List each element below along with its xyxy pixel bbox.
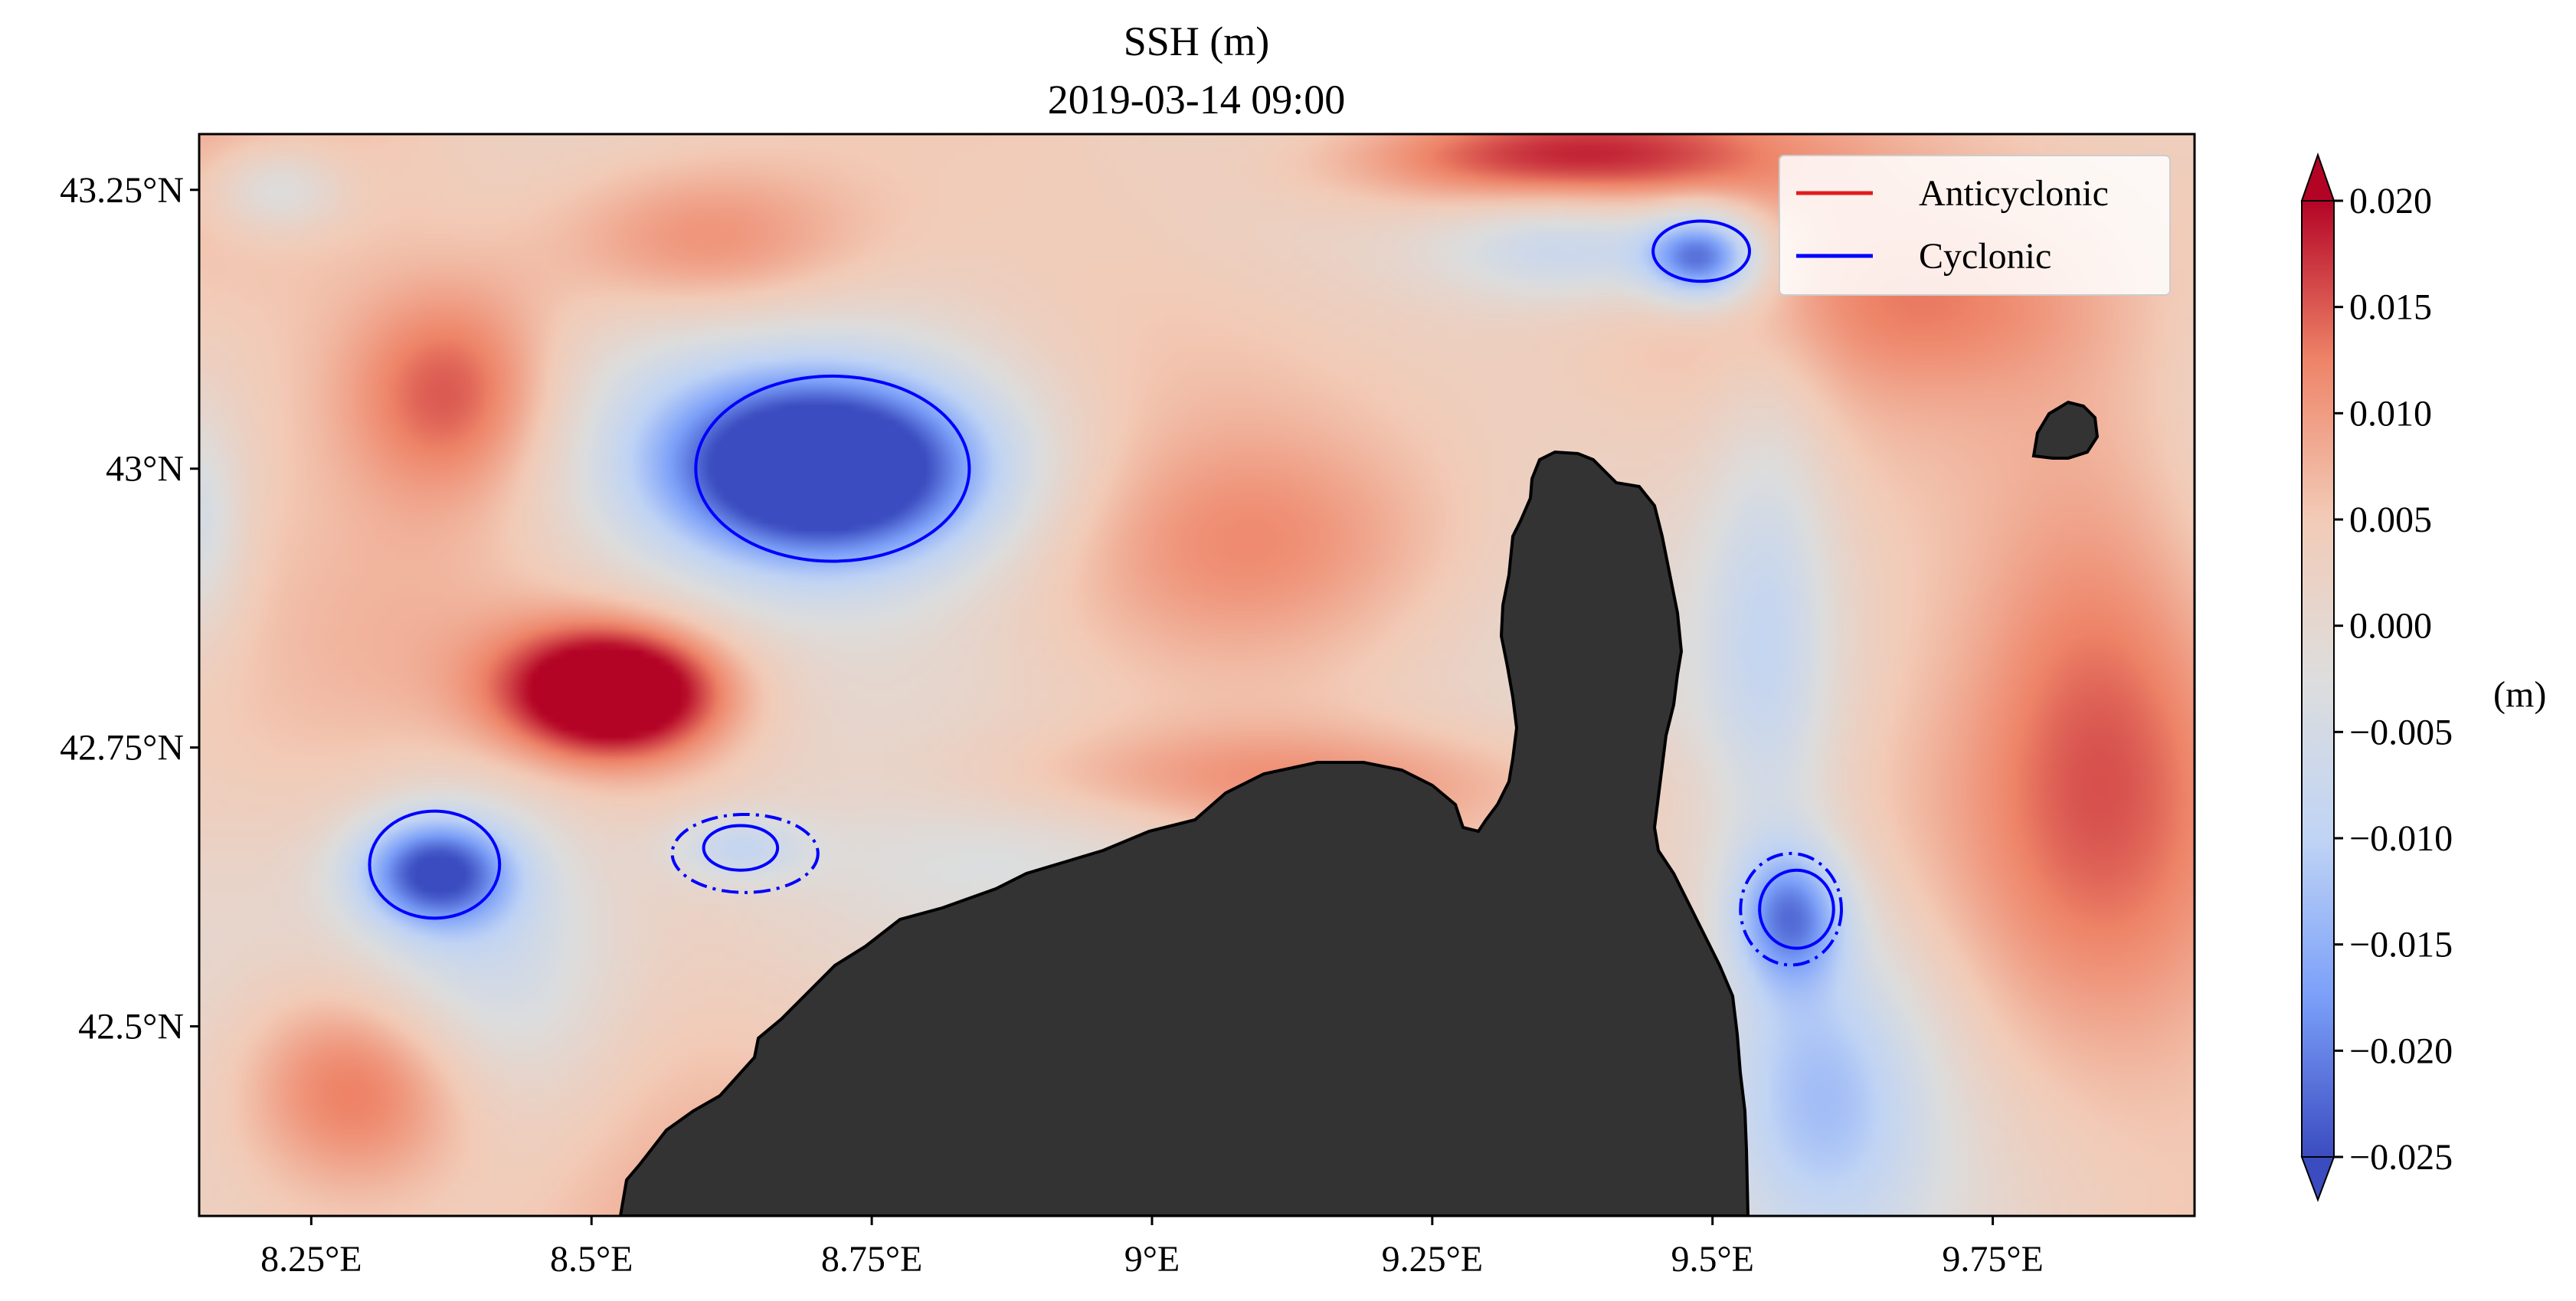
x-tick-label: 8.5°E (550, 1239, 633, 1280)
colorbar-tick-label: −0.015 (2349, 925, 2453, 965)
colorbar-tick-label: 0.005 (2349, 500, 2432, 540)
colorbar-tick-label: −0.020 (2349, 1031, 2453, 1071)
land-mass (618, 400, 2100, 1216)
legend-box (1779, 155, 2171, 296)
eddy-contour (368, 809, 502, 920)
chart-title: SSH (m) (1124, 18, 1270, 64)
capraia-island (2031, 400, 2100, 460)
colorbar-label: (m) (2493, 674, 2546, 715)
x-tick-label: 8.25°E (260, 1239, 362, 1280)
x-tick-label: 9.5°E (1671, 1239, 1754, 1280)
colorbar-tick-label: −0.010 (2349, 818, 2453, 859)
y-tick-label: 42.75°N (60, 728, 184, 768)
legend: Anticyclonic Cyclonic (1779, 155, 2171, 296)
colorbar-tick-label: 0.010 (2349, 393, 2432, 434)
colorbar-extend-max (2300, 152, 2335, 202)
colorbar-fill (2301, 200, 2335, 1158)
y-tick-label: 43.25°N (60, 170, 184, 211)
colorbar-tick-label: 0.000 (2349, 606, 2432, 647)
y-tick-label: 42.5°N (78, 1007, 184, 1047)
colorbar: 0.020 0.015 0.010 0.005 0.000 −0.005 −0.010 −0.… (2300, 152, 2546, 1202)
y-axis: 43.25°N 43°N 42.75°N 42.5°N (60, 170, 199, 1047)
legend-cyclonic-label: Cyclonic (1919, 236, 2051, 277)
eddy-outer-contour (670, 812, 820, 894)
colorbar-tick-label: −0.025 (2349, 1137, 2453, 1178)
eddy-contour (1651, 219, 1751, 283)
corsica-land (618, 450, 1750, 1216)
eddy-contours (368, 219, 1844, 967)
map-area (199, 134, 2195, 1216)
eddy-outer-contour (1739, 851, 1844, 967)
colorbar-tick-label: −0.005 (2349, 712, 2453, 752)
x-axis: 8.25°E 8.5°E 8.75°E 9°E 9.25°E 9.5°E 9.75°E (260, 1216, 2044, 1280)
x-tick-label: 9°E (1124, 1239, 1180, 1280)
eddy-contour (694, 374, 971, 563)
legend-anticyclonic-label: Anticyclonic (1919, 173, 2109, 214)
map-frame (198, 133, 2196, 1217)
x-tick-label: 9.25°E (1382, 1239, 1484, 1280)
colorbar-tick-label: 0.015 (2349, 287, 2432, 328)
chart-subtitle: 2019-03-14 09:00 (1048, 77, 1345, 123)
colorbar-tick-label: 0.020 (2349, 181, 2432, 221)
eddy-contour (702, 824, 780, 872)
y-tick-label: 43°N (106, 449, 184, 490)
x-tick-label: 9.75°E (1942, 1239, 2044, 1280)
x-tick-label: 8.75°E (821, 1239, 923, 1280)
eddy-contour (1758, 868, 1835, 950)
colorbar-ticks: 0.020 0.015 0.010 0.005 0.000 −0.005 −0.010 −0.… (2334, 181, 2453, 1178)
colorbar-extend-min (2300, 1156, 2335, 1202)
